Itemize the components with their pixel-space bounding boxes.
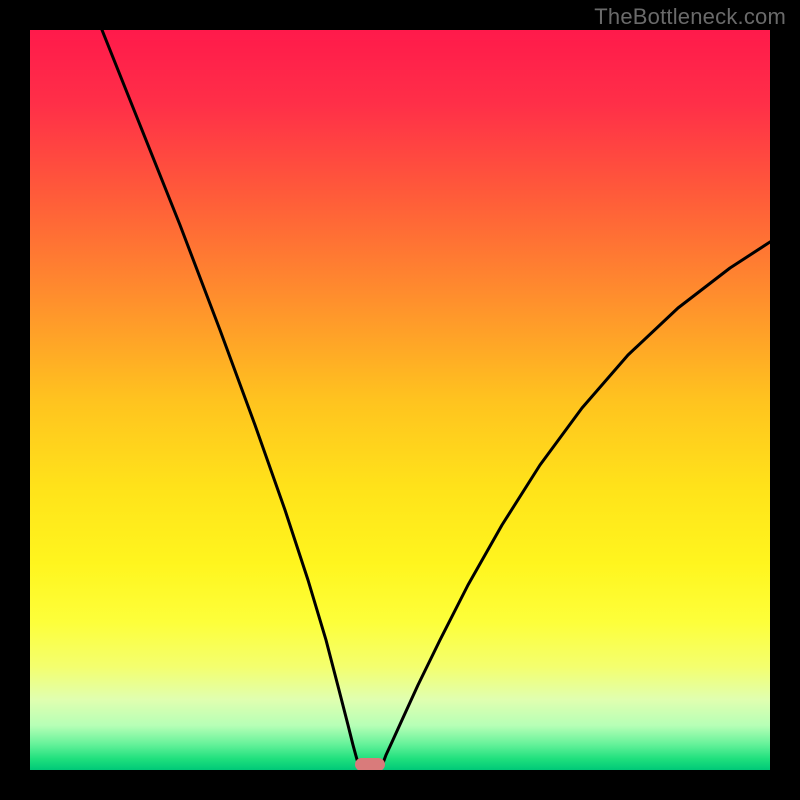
chart-frame: TheBottleneck.com xyxy=(0,0,800,800)
watermark-text: TheBottleneck.com xyxy=(594,4,786,30)
bottleneck-curve xyxy=(30,30,770,770)
curve-left-branch xyxy=(102,30,358,763)
optimum-marker xyxy=(355,758,385,771)
plot-area xyxy=(30,30,770,770)
curve-right-branch xyxy=(383,242,770,763)
